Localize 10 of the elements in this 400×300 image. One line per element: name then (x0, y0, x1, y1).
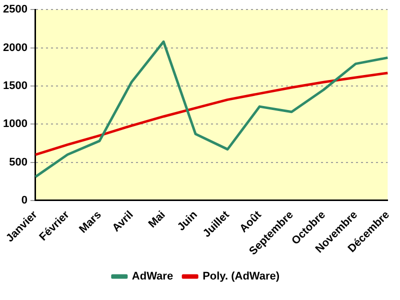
y-tick-label: 2000 (2, 42, 28, 54)
y-tick-label: 500 (9, 156, 28, 168)
legend-label: AdWare (132, 270, 174, 283)
legend-label: Poly. (AdWare) (202, 270, 280, 283)
x-tick-label: Mai (146, 208, 168, 230)
y-tick-label: 1500 (2, 80, 28, 92)
x-tick-label: Juin (175, 208, 200, 234)
y-tick-label: 0 (21, 194, 28, 206)
y-tick-label: 1000 (2, 118, 28, 130)
y-tick-label: 2500 (2, 4, 28, 16)
